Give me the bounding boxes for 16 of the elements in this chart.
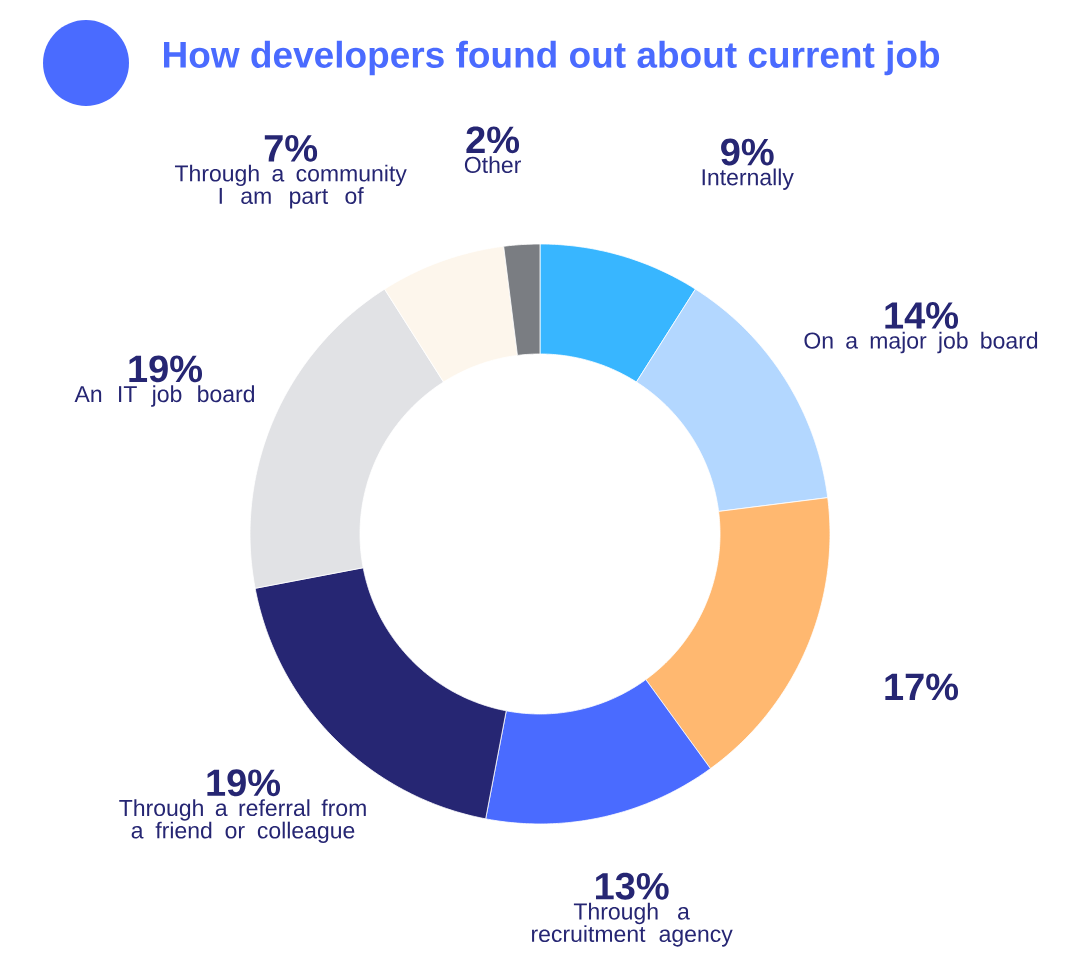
- data-label: 13%: [596, 872, 669, 900]
- data-label: 17%: [885, 673, 959, 701]
- chart-title: How developers found out about current job: [164, 40, 940, 76]
- slice-label: Through a recruitment agency: [532, 902, 733, 947]
- data-label: 19%: [207, 769, 281, 797]
- data-label: 7%: [264, 134, 318, 162]
- slice-label: Through a community I am part of: [174, 164, 407, 209]
- data-label: 14%: [885, 302, 959, 329]
- slice-label: Internally: [702, 168, 794, 190]
- slice-label: On a major job board: [804, 331, 1038, 354]
- data-label: 19%: [129, 355, 203, 383]
- slice-label: Through a referral from a friend or colleague: [119, 799, 366, 844]
- slice-label: Other: [464, 156, 521, 174]
- data-label: 9%: [721, 138, 774, 166]
- slice-label: An IT job board: [74, 385, 255, 407]
- data-label: 2%: [466, 126, 520, 154]
